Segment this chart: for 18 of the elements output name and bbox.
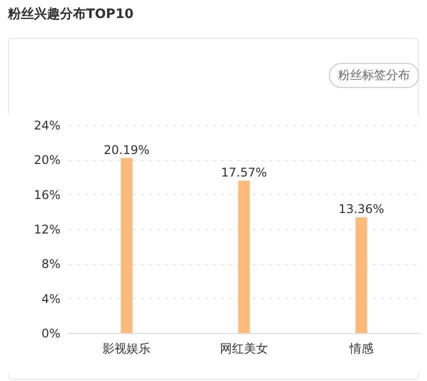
y-tick-label: 12% (34, 222, 60, 236)
y-tick-label: 8% (41, 257, 60, 272)
x-tick-label: 影视娱乐 (102, 342, 151, 356)
y-tick-label: 24% (34, 118, 60, 132)
data-label: 17.57% (221, 166, 267, 180)
bar (120, 158, 133, 333)
y-tick-label: 16% (34, 188, 60, 202)
y-tick-label: 0% (41, 326, 60, 340)
x-tick-label: 情感 (348, 342, 374, 356)
text: 粉丝标签分布 (329, 63, 419, 88)
data-label: 13.36% (338, 202, 384, 216)
chart-title: 粉丝兴趣分布TOP10 (8, 6, 134, 23)
bar (355, 217, 368, 333)
data-label: 20.19% (104, 143, 150, 158)
y-tick-label: 20% (34, 153, 60, 168)
y-tick-label: 4% (41, 292, 60, 306)
x-tick-label: 网红美女 (220, 342, 268, 356)
bar (238, 180, 250, 333)
